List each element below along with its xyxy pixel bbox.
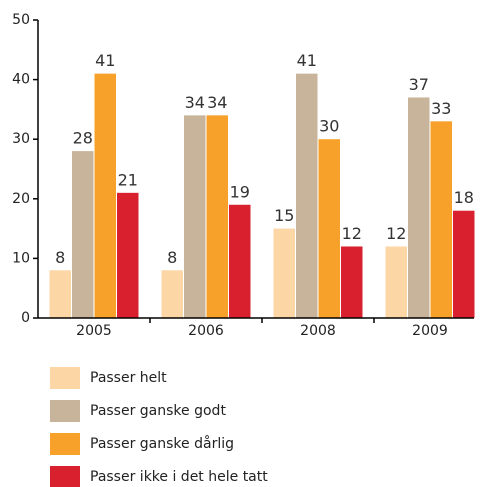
bar xyxy=(161,270,183,318)
value-label: 18 xyxy=(454,188,474,207)
bar xyxy=(229,204,251,318)
value-label: 33 xyxy=(431,99,451,118)
legend-label: Passer ganske godt xyxy=(90,403,226,419)
x-tick-label: 2009 xyxy=(412,323,448,339)
bar xyxy=(94,73,116,318)
value-label: 12 xyxy=(386,224,406,243)
value-label: 34 xyxy=(185,93,205,112)
bar xyxy=(453,210,475,318)
legend-swatch xyxy=(50,466,80,487)
value-label: 21 xyxy=(118,170,138,189)
value-label: 15 xyxy=(274,206,294,225)
y-tick-label: 10 xyxy=(12,250,30,266)
value-label: 8 xyxy=(55,248,65,267)
y-tick-label: 30 xyxy=(12,131,30,147)
value-label: 30 xyxy=(319,117,339,136)
y-tick-label: 40 xyxy=(12,72,30,88)
bar xyxy=(184,115,206,318)
bar xyxy=(49,270,71,318)
bar xyxy=(206,115,228,318)
bar xyxy=(430,121,452,318)
value-label: 12 xyxy=(342,224,362,243)
legend-swatch xyxy=(50,433,80,455)
y-tick-label: 20 xyxy=(12,191,30,207)
legend-label: Passer ganske dårlig xyxy=(90,435,234,452)
value-label: 28 xyxy=(73,129,93,148)
y-tick-label: 0 xyxy=(21,310,30,326)
value-label: 41 xyxy=(297,51,317,70)
value-label: 34 xyxy=(207,93,227,112)
value-label: 19 xyxy=(230,182,250,201)
bar xyxy=(385,246,407,318)
legend-swatch xyxy=(50,367,80,389)
bar xyxy=(296,73,318,318)
legend-swatch xyxy=(50,400,80,422)
bar xyxy=(341,246,363,318)
x-tick-label: 2008 xyxy=(300,323,336,339)
bar xyxy=(408,97,430,318)
x-tick-label: 2005 xyxy=(76,323,112,339)
x-tick-label: 2006 xyxy=(188,323,224,339)
legend-label: Passer helt xyxy=(90,370,167,386)
bar xyxy=(117,192,139,318)
value-label: 37 xyxy=(409,75,429,94)
legend-label: Passer ikke i det hele tatt xyxy=(90,469,268,485)
value-label: 8 xyxy=(167,248,177,267)
bar xyxy=(318,139,340,318)
bar xyxy=(273,228,295,318)
value-label: 41 xyxy=(95,51,115,70)
bar xyxy=(72,151,94,318)
y-tick-label: 50 xyxy=(12,12,30,28)
